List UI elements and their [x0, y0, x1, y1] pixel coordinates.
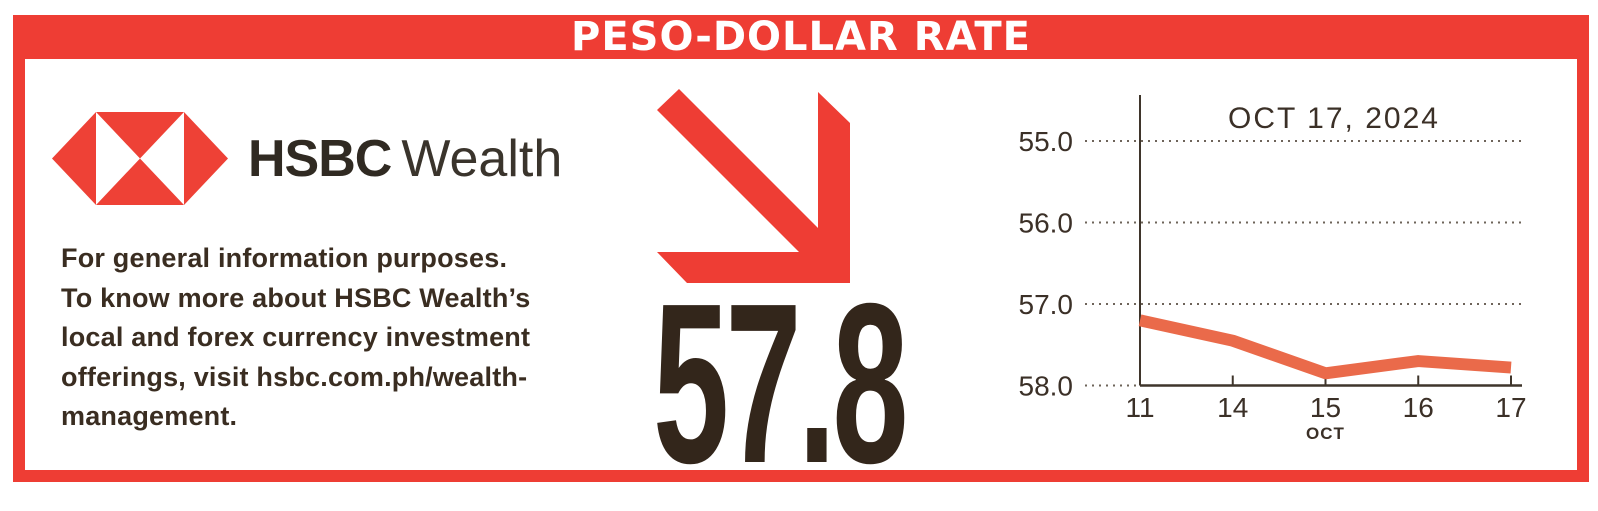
brand-name: HSBC Wealth [248, 133, 562, 185]
brand-name-light: Wealth [401, 129, 563, 188]
page-title: PESO-DOLLAR RATE [571, 14, 1031, 60]
chart-title: OCT 17, 2024 [1228, 102, 1440, 135]
disclaimer-line: offerings, visit hsbc.com.ph/wealth- [61, 361, 528, 392]
brand-name-bold: HSBC [248, 129, 392, 188]
hsbc-logo-icon [52, 112, 228, 205]
x-tick-label: 14 [1217, 392, 1248, 423]
y-tick-label: 58.0 [1019, 371, 1074, 402]
y-tick-label: 57.0 [1019, 289, 1074, 320]
x-tick-label: 16 [1403, 392, 1434, 423]
x-axis-title: OCT [1306, 424, 1345, 443]
y-tick-label: 55.0 [1019, 126, 1074, 157]
infographic-frame: PESO-DOLLAR RATE HSBC Wealth For general … [13, 15, 1589, 498]
disclaimer-line: To know more about HSBC Wealth’s [61, 282, 531, 313]
rate-line-chart: 55.0 56.0 57.0 58.0 11 14 15 16 17 OCT OCT 17, 202… [1019, 95, 1527, 443]
rate-value: 57.8 [653, 257, 908, 511]
arrow-down-right-icon [657, 89, 850, 283]
title-banner: PESO-DOLLAR RATE [13, 15, 1589, 59]
disclaimer-text: For general information purposes. To kno… [61, 239, 561, 437]
disclaimer-line: local and forex currency investment [61, 322, 531, 352]
disclaimer-line: For general information purposes. [61, 243, 508, 273]
y-tick-label: 56.0 [1019, 208, 1074, 239]
disclaimer-line: management. [61, 401, 238, 431]
x-tick-label: 17 [1495, 392, 1526, 423]
brand-lockup: HSBC Wealth [52, 112, 562, 205]
rate-line [1138, 314, 1512, 380]
x-tick-label: 11 [1125, 392, 1154, 423]
x-tick-label: 15 [1310, 392, 1341, 423]
